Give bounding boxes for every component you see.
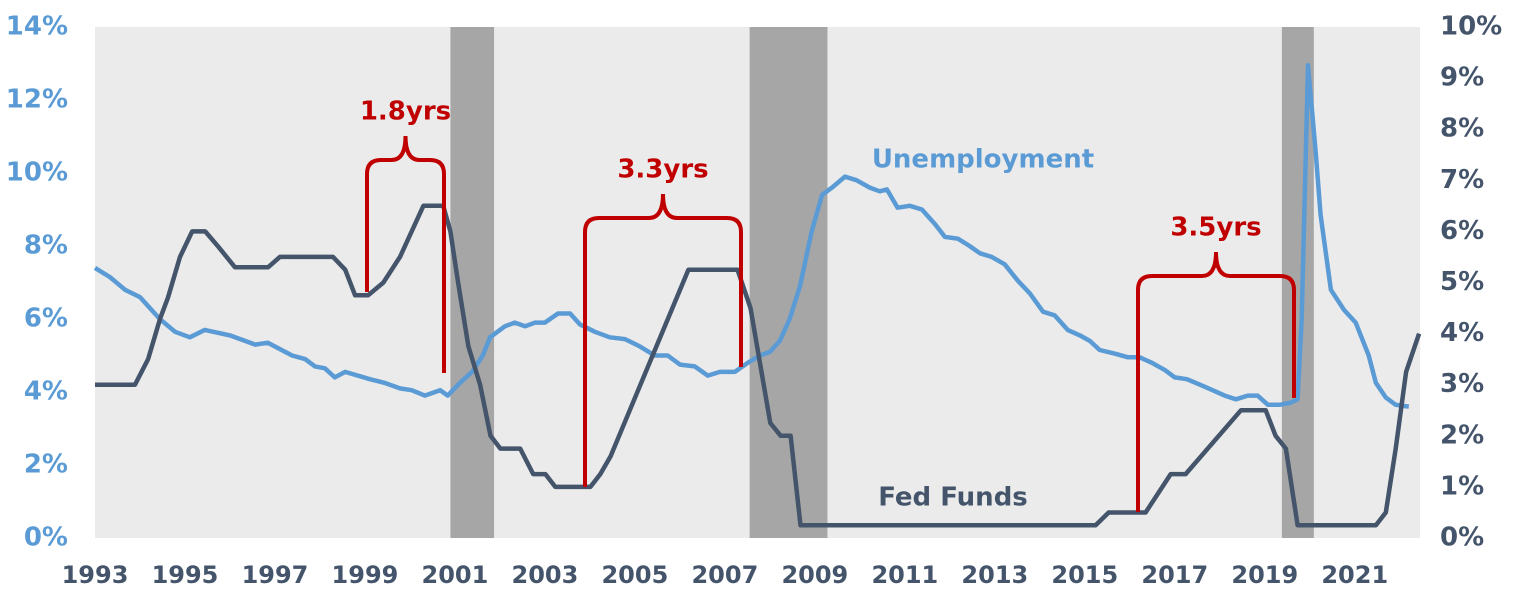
x-tick-label: 2017 [1141,561,1208,589]
y2-tick-label: 1% [1440,471,1484,501]
y-tick-label: 6% [24,304,68,334]
y2-tick-label: 4% [1440,318,1484,348]
x-tick-label: 1997 [242,561,309,589]
bracket [365,135,446,373]
y2-tick-label: 2% [1440,420,1484,450]
y-tick-label: 4% [24,377,68,407]
y-tick-label: 0% [24,523,68,553]
y2-tick-label: 7% [1440,165,1484,195]
x-tick-label: 2007 [691,561,758,589]
bracket [1136,251,1296,512]
series-line [95,203,1422,528]
y2-tick-label: 9% [1440,63,1484,93]
annotation: 3.3yrs [617,155,708,185]
annotation: 3.5yrs [1170,213,1261,243]
y-tick-label: 12% [6,85,68,115]
x-tick-label: 2009 [781,561,848,589]
y2-tick-label: 6% [1440,216,1484,246]
x-tick-label: 2015 [1051,561,1118,589]
y-tick-label: 8% [24,231,68,261]
x-tick-label: 1995 [152,561,219,589]
series-label: Unemployment [872,145,1094,175]
series-label: Fed Funds [878,483,1028,513]
series-line [93,63,1410,409]
x-tick-label: 2021 [1321,561,1388,589]
y2-tick-label: 5% [1440,267,1484,297]
y-tick-label: 14% [6,12,68,42]
x-tick-label: 2019 [1231,561,1298,589]
y-tick-label: 10% [6,158,68,188]
x-tick-label: 2005 [601,561,668,589]
recession-band [749,27,828,538]
bracket [583,193,743,487]
y2-tick-label: 3% [1440,369,1484,399]
x-tick-label: 2011 [871,561,938,589]
y-tick-label: 2% [24,450,68,480]
x-tick-label: 1999 [332,561,399,589]
y2-tick-label: 8% [1440,114,1484,144]
y2-tick-label: 0% [1440,523,1484,553]
y2-tick-label: 10% [1440,12,1502,42]
annotation: 1.8yrs [360,97,451,127]
x-tick-label: 2003 [512,561,579,589]
x-tick-label: 2013 [961,561,1028,589]
x-tick-label: 1993 [62,561,129,589]
x-tick-label: 2001 [422,561,489,589]
